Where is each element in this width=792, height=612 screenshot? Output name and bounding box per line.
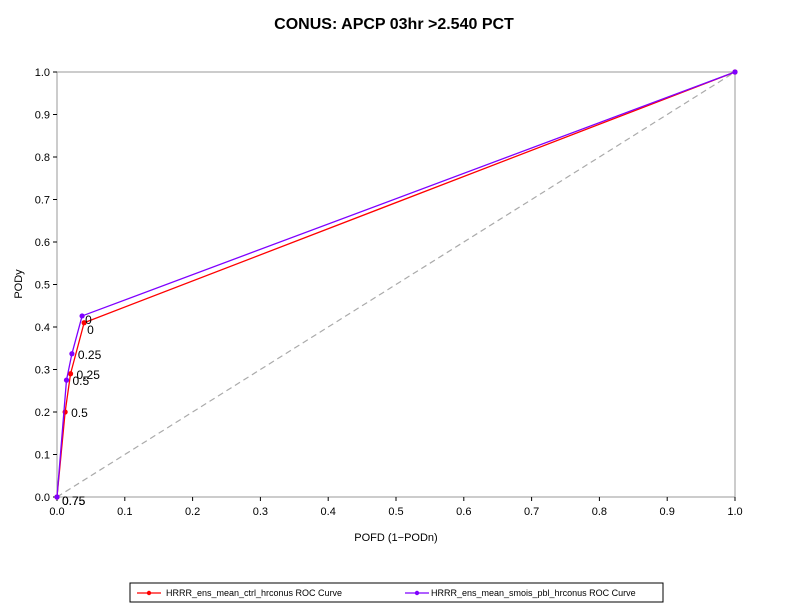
data-point — [79, 313, 85, 319]
legend-marker — [414, 590, 420, 596]
y-tick-label: 0.0 — [35, 492, 50, 504]
plot-area: 0.0 0.1 0.2 0.3 0.4 0.5 0.6 0.7 0.8 0.9 1.0 0.0 0.1 0… — [35, 67, 743, 518]
data-point — [69, 351, 75, 357]
data-point — [732, 69, 738, 75]
x-tick-label: 0.6 — [456, 506, 471, 518]
x-tick-label: 1.0 — [727, 506, 742, 518]
threshold-label: 0.5 — [71, 406, 88, 420]
y-tick-label: 0.2 — [35, 407, 50, 419]
y-tick-label: 1.0 — [35, 67, 50, 79]
y-tick-label: 0.1 — [35, 450, 50, 462]
no-skill-diagonal — [56, 71, 736, 498]
threshold-label: 0.5 — [72, 374, 89, 388]
x-tick-label: 0.5 — [388, 506, 403, 518]
data-point — [54, 494, 60, 500]
threshold-label: 0.25 — [78, 348, 102, 362]
y-tick-label: 0.7 — [35, 195, 50, 207]
x-tick-label: 0.7 — [524, 506, 539, 518]
data-point — [67, 371, 74, 377]
y-axis-label: PODy — [13, 269, 25, 299]
chart-title: CONUS: APCP 03hr >2.540 PCT — [274, 16, 514, 33]
x-tick-label: 0.2 — [185, 506, 200, 518]
y-tick-label: 0.8 — [35, 152, 50, 164]
x-tick-label: 0.8 — [592, 506, 607, 518]
legend-entry-label: HRRR_ens_mean_ctrl_hrconus ROC Curve — [166, 588, 342, 598]
x-tick-label: 0.4 — [321, 506, 336, 518]
x-tick-label: 0.0 — [49, 506, 64, 518]
data-point — [81, 320, 87, 326]
x-tick-label: 0.3 — [253, 506, 268, 518]
threshold-label: 0.75 — [62, 494, 86, 508]
legend-box — [129, 582, 664, 603]
legend-entry-label: HRRR_ens_mean_smois_pbl_hrconus ROC Curv… — [431, 588, 636, 598]
threshold-label: 0.25 — [77, 368, 101, 382]
legend: HRRR_ens_mean_ctrl_hrconus ROC Curve HRRR… — [129, 582, 664, 603]
y-tick-label: 0.9 — [35, 110, 50, 122]
y-tick-label: 0.4 — [35, 322, 50, 334]
x-tick-label: 0.9 — [660, 506, 675, 518]
y-tick-label: 0.6 — [35, 237, 50, 249]
y-tick-label: 0.5 — [35, 280, 50, 292]
threshold-label: 0 — [85, 313, 92, 327]
y-tick-label: 0.3 — [35, 365, 50, 377]
data-point — [63, 377, 70, 383]
legend-marker — [146, 590, 152, 596]
x-axis-label: POFD (1−PODn) — [354, 532, 437, 544]
threshold-label: 0 — [87, 323, 94, 337]
threshold-label: 0.75 — [62, 494, 86, 508]
x-tick-label: 0.1 — [117, 506, 132, 518]
